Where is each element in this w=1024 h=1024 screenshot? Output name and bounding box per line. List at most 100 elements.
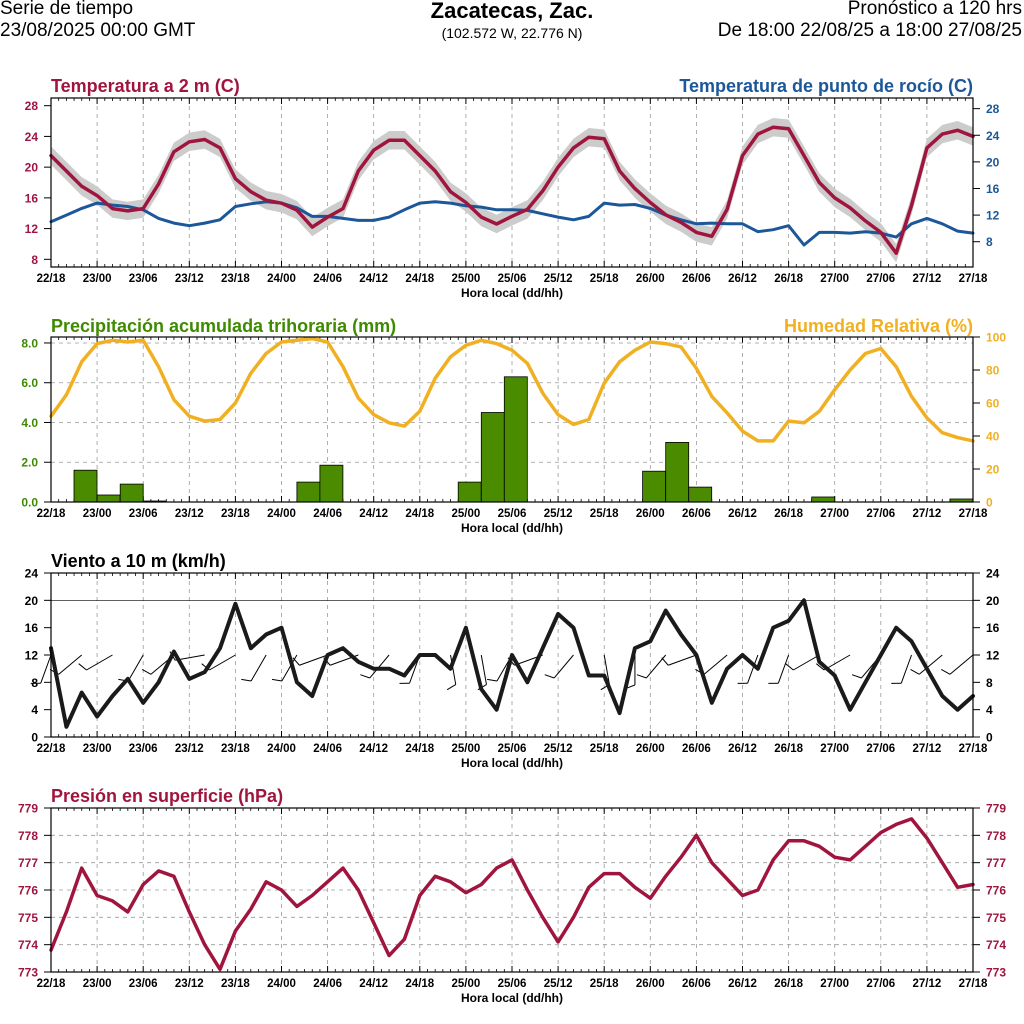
wind-barb-shaft xyxy=(668,654,697,666)
temperature-x-tick-label: 23/18 xyxy=(221,273,250,285)
precipitation-x-tick-label: 27/12 xyxy=(913,508,942,520)
wind-barb xyxy=(768,654,790,684)
wind-x-tick-label: 24/06 xyxy=(313,743,342,755)
wind-barb-shaft xyxy=(58,654,83,675)
run-datetime: 23/08/2025 00:00 GMT xyxy=(0,20,196,41)
pressure-x-tick-label: 23/18 xyxy=(221,978,250,990)
pressure-right-y-tick-label: 774 xyxy=(986,938,1006,952)
forecast-period: De 18:00 22/08/25 a 18:00 27/08/25 xyxy=(717,20,1022,41)
pressure-left-y-tick-label: 777 xyxy=(18,856,38,870)
pressure-x-tick-label: 27/12 xyxy=(913,978,942,990)
temperature-x-tick-label: 25/06 xyxy=(498,273,527,285)
pressure-x-tick-label: 25/00 xyxy=(452,978,481,990)
wind-barb xyxy=(241,654,267,682)
temperature-line xyxy=(49,125,975,255)
wind-barb xyxy=(891,654,913,684)
wind-barb-shaft xyxy=(450,654,457,685)
wind-barb xyxy=(910,654,943,675)
wind-x-tick-label: 26/18 xyxy=(774,743,803,755)
wind-barb-shaft xyxy=(900,654,913,684)
wind-barb-shaft xyxy=(250,654,267,682)
precipitation-left-y-tick-label: 8.0 xyxy=(21,336,38,350)
wind-barb xyxy=(941,654,974,675)
precipitation-bar xyxy=(319,464,344,503)
wind-barb-shaft xyxy=(918,654,943,675)
humidity-right-y-tick-label: 20 xyxy=(986,463,1000,477)
precipitation-bar xyxy=(457,481,482,503)
temperature-x-tick-label: 27/18 xyxy=(959,273,988,285)
wind-right-y-tick-label: 0 xyxy=(986,731,993,745)
wind-barb xyxy=(785,654,820,671)
dewpoint-right-y-tick-label: 28 xyxy=(986,102,1000,116)
wind-x-tick-label: 26/00 xyxy=(636,743,665,755)
temperature-x-tick-label: 25/18 xyxy=(590,273,619,285)
wind-barb-flag xyxy=(661,657,669,666)
precipitation-x-tick-label: 27/00 xyxy=(820,508,849,520)
precipitation-bar xyxy=(688,486,713,503)
humidity-line xyxy=(49,336,975,443)
pressure-left-y-tick-label: 779 xyxy=(18,802,38,816)
pressure-x-tick-label: 23/00 xyxy=(83,978,112,990)
dewpoint-line xyxy=(49,200,975,247)
dewpoint-right-y-tick-label: 24 xyxy=(986,129,1000,143)
wind-right-y-tick-label: 20 xyxy=(986,594,1000,608)
wind-x-tick-label: 23/18 xyxy=(221,743,250,755)
pressure-x-tick-label: 25/06 xyxy=(498,978,527,990)
precipitation-bar xyxy=(642,470,666,503)
wind-barb-shaft xyxy=(209,654,236,671)
pressure-x-tick-label: 25/18 xyxy=(590,978,619,990)
precipitation-x-tick-label: 24/18 xyxy=(405,508,434,520)
wind-barb xyxy=(636,654,667,679)
temperature-left-y-tick-label: 28 xyxy=(25,99,39,113)
temperature-x-tick-label: 26/00 xyxy=(636,273,665,285)
pressure-x-tick-label: 26/00 xyxy=(636,978,665,990)
wind-barb xyxy=(118,654,144,682)
temperature-x-tick-label: 25/00 xyxy=(452,273,481,285)
wind-x-tick-label: 27/18 xyxy=(959,743,988,755)
precipitation-x-tick-label: 26/00 xyxy=(636,508,665,520)
precipitation-bar xyxy=(119,483,144,503)
wind-right-y-tick-label: 12 xyxy=(986,649,1000,663)
temperature-x-tick-label: 24/12 xyxy=(359,273,388,285)
wind-x-tick-label: 24/00 xyxy=(267,743,296,755)
pressure-x-tick-label: 26/18 xyxy=(774,978,803,990)
wind-barb-flag xyxy=(910,668,920,675)
wind-barb-flag xyxy=(816,663,825,671)
wind-x-tick-label: 27/06 xyxy=(866,743,895,755)
wind-barb xyxy=(446,654,457,691)
wind-barb-flag xyxy=(487,678,498,682)
dewpoint-right-y-tick-label: 8 xyxy=(986,235,993,249)
wind-barb-flag xyxy=(241,678,252,682)
wind-barb-shaft xyxy=(703,654,728,675)
dewpoint-title: Temperatura de punto de rocío (C) xyxy=(679,76,973,96)
temperature-x-tick-label: 27/00 xyxy=(820,273,849,285)
precipitation-x-tick-label: 27/18 xyxy=(959,508,988,520)
header-center: Zacatecas, Zac. (102.572 W, 22.776 N) xyxy=(362,0,662,42)
precipitation-bar xyxy=(503,376,528,503)
temperature-x-tick-label: 23/12 xyxy=(175,273,204,285)
temperature-border xyxy=(50,97,974,268)
wind-x-tick-label: 23/12 xyxy=(175,743,204,755)
temperature-frame xyxy=(50,98,974,267)
wind-right-y-tick-label: 16 xyxy=(986,621,1000,635)
wind-barb-shaft xyxy=(747,654,759,684)
precipitation-x-tick-label: 23/00 xyxy=(83,508,112,520)
wind-barb-flag xyxy=(636,674,647,679)
wind-x-tick-label: 23/00 xyxy=(83,743,112,755)
wind-x-tick-label: 25/12 xyxy=(544,743,573,755)
wind-barb xyxy=(292,654,328,666)
pressure-left-y-tick-label: 773 xyxy=(18,966,38,980)
pressure-right-y-tick-label: 773 xyxy=(986,966,1006,980)
location-coords: (102.572 W, 22.776 N) xyxy=(441,25,583,41)
dewpoint-right-y-tick-label: 16 xyxy=(986,182,1000,196)
temperature-x-tick-label: 24/06 xyxy=(313,273,342,285)
temperature-x-axis-label: Hora local (dd/hh) xyxy=(461,286,563,300)
wind-left-y-tick-label: 16 xyxy=(25,621,39,635)
wind-barb xyxy=(30,654,52,684)
precipitation-title: Precipitación acumulada trihoraria (mm) xyxy=(51,316,396,336)
header-left: Serie de tiempo 23/08/2025 00:00 GMT xyxy=(0,0,195,42)
humidity-right-y-tick-label: 60 xyxy=(986,397,1000,411)
wind-barb-flag xyxy=(785,663,794,671)
wind-x-tick-label: 27/12 xyxy=(913,743,942,755)
wind-barb xyxy=(661,654,697,666)
